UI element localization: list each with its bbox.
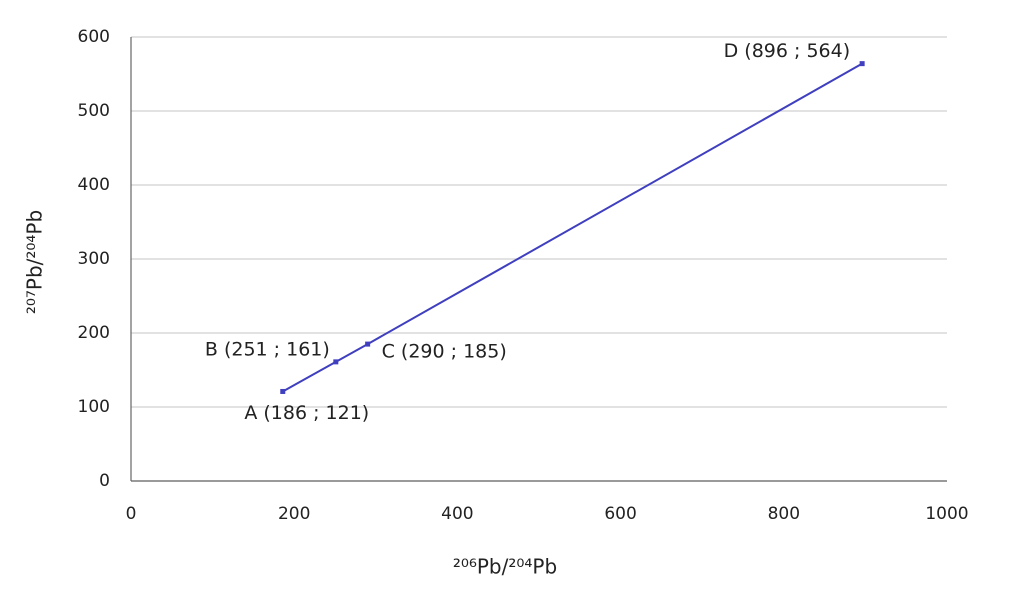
x-axis-label: ²⁰⁶Pb/²⁰⁴Pb <box>453 555 557 579</box>
marker <box>365 341 371 347</box>
x-tick-label: 1000 <box>925 504 968 524</box>
y-tick-label: 100 <box>78 397 110 417</box>
point-label: A (186 ; 121) <box>244 402 369 424</box>
point-label: C (290 ; 185) <box>382 341 507 363</box>
y-axis-label: ²⁰⁷Pb/²⁰⁴Pb <box>23 210 47 314</box>
x-tick-label: 800 <box>768 504 800 524</box>
x-tick-label: 600 <box>604 504 636 524</box>
data-line <box>282 62 863 393</box>
marker <box>333 359 339 365</box>
point-label: B (251 ; 161) <box>205 338 330 360</box>
y-tick-label: 600 <box>78 27 110 47</box>
y-tick-label: 300 <box>78 249 110 269</box>
y-tick-label: 0 <box>99 471 110 491</box>
x-tick-label: 400 <box>441 504 473 524</box>
point-label: D (896 ; 564) <box>724 40 851 62</box>
y-tick-label: 500 <box>78 101 110 121</box>
x-tick-label: 200 <box>278 504 310 524</box>
x-tick-label: 0 <box>126 504 137 524</box>
y-tick-label: 400 <box>78 175 110 195</box>
y-tick-label: 200 <box>78 323 110 343</box>
marker <box>859 61 865 67</box>
marker <box>280 388 286 394</box>
